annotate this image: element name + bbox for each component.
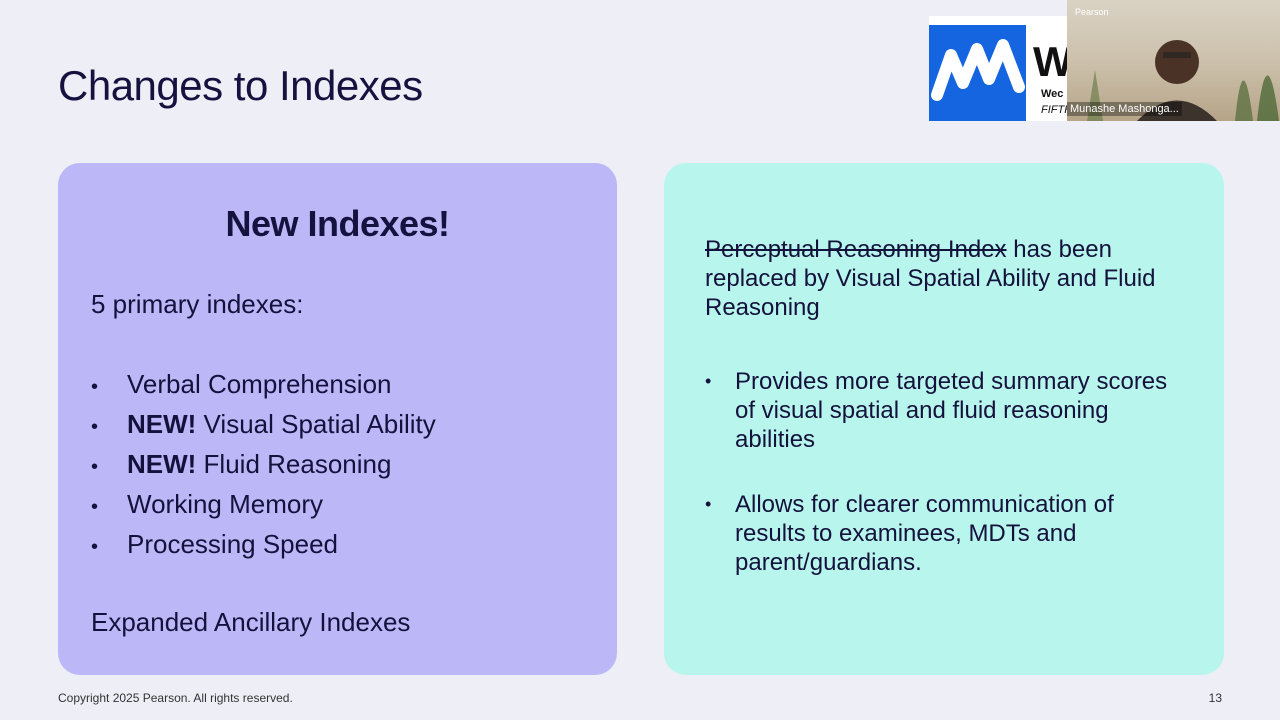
replacement-card: Perceptual Reasoning Index has been repl…	[664, 163, 1224, 675]
wechsler-logo-icon	[929, 25, 1026, 121]
list-item: • Working Memory	[91, 487, 436, 527]
new-indexes-heading: New Indexes!	[225, 203, 450, 244]
pearson-watermark: Pearson	[1075, 7, 1109, 17]
bullet-icon: •	[91, 496, 99, 518]
bullet-icon: •	[91, 416, 99, 438]
new-label: NEW!	[127, 449, 197, 479]
new-indexes-card: New Indexes! 5 primary indexes: • Verbal …	[58, 163, 617, 675]
participant-name-label: Munashe Mashonga...	[1067, 102, 1182, 116]
list-item: • Allows for clearer communication of res…	[705, 491, 1114, 576]
wechsler-logo-tile: W Wec FIFTH	[929, 16, 1069, 121]
primary-indexes-intro: 5 primary indexes:	[91, 289, 304, 319]
ancillary-indexes-note: Expanded Ancillary Indexes	[91, 607, 411, 637]
logo-letter: W	[1033, 38, 1069, 85]
bullet-icon: •	[705, 494, 712, 514]
list-item: • Processing Speed	[91, 527, 436, 567]
logo-subtitle: Wec	[1041, 88, 1064, 100]
bullet-icon: •	[91, 456, 99, 478]
list-item: • NEW! Fluid Reasoning	[91, 447, 436, 487]
presenter-video-feed	[1087, 40, 1279, 121]
struck-index-name: Perceptual Reasoning Index	[705, 236, 1007, 263]
bullet-icon: •	[705, 371, 712, 391]
new-label: NEW!	[127, 409, 197, 439]
replacement-paragraph: Perceptual Reasoning Index has been repl…	[705, 236, 1156, 321]
list-item: • Verbal Comprehension	[91, 367, 436, 407]
primary-index-list: • Verbal Comprehension • NEW! Visual Spati…	[91, 367, 436, 567]
benefit-list: • Provides more targeted summary scores o…	[705, 367, 1185, 577]
slide-title: Changes to Indexes	[58, 62, 423, 109]
logo-edition: FIFTH	[1041, 104, 1069, 116]
bullet-icon: •	[91, 376, 99, 398]
presenter-video-tile[interactable]: Pearson Munashe Mashonga...	[1067, 0, 1280, 121]
bullet-icon: •	[91, 536, 99, 558]
copyright-footer: Copyright 2025 Pearson. All rights reser…	[58, 691, 293, 705]
list-item: • NEW! Visual Spatial Ability	[91, 407, 436, 447]
list-item: • Provides more targeted summary scores o…	[705, 368, 1168, 453]
page-number: 13	[1208, 691, 1222, 705]
